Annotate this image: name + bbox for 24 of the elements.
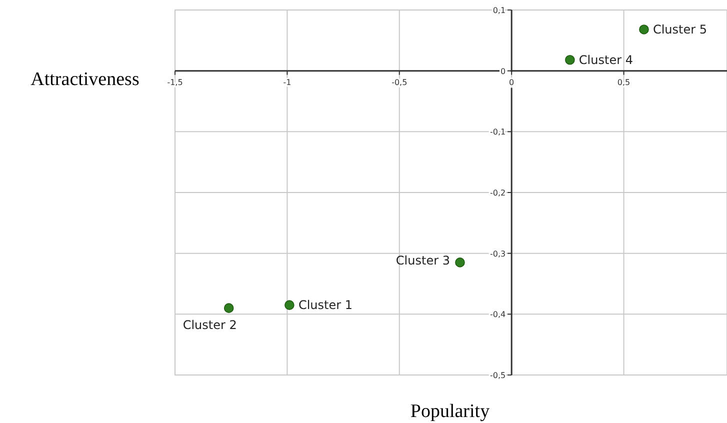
x-axis-title: Popularity <box>410 401 490 422</box>
x-tick-label: 0 <box>509 78 514 87</box>
x-tick-label: 0,5 <box>617 78 630 87</box>
annotation: Cluster 2 <box>182 318 237 332</box>
point <box>224 303 234 313</box>
point <box>565 54 575 65</box>
annotation: Cluster 3 <box>396 253 450 268</box>
y-axis-title: Attractiveness <box>30 69 140 90</box>
point <box>455 258 465 268</box>
annotation: Cluster 5 <box>652 22 708 36</box>
y-tick-label: -0,5 <box>490 371 506 380</box>
annotation: Cluster 4 <box>578 52 633 67</box>
y-tick-label: -0,4 <box>490 310 506 320</box>
point <box>284 300 294 310</box>
y-tick-label: 0 <box>500 66 506 76</box>
y-tick-label: -0,1 <box>490 128 506 137</box>
point <box>639 24 649 34</box>
annotation: Cluster 1 <box>298 298 352 312</box>
x-tick-label: -0,5 <box>392 78 408 87</box>
x-tick-label: -1,5 <box>167 78 183 87</box>
y-tick-label: -0,2 <box>490 188 506 198</box>
y-tick-label: 0,1 <box>492 6 506 15</box>
x-tick-label: -1 <box>283 78 292 87</box>
y-tick-label: -0,3 <box>490 249 506 258</box>
